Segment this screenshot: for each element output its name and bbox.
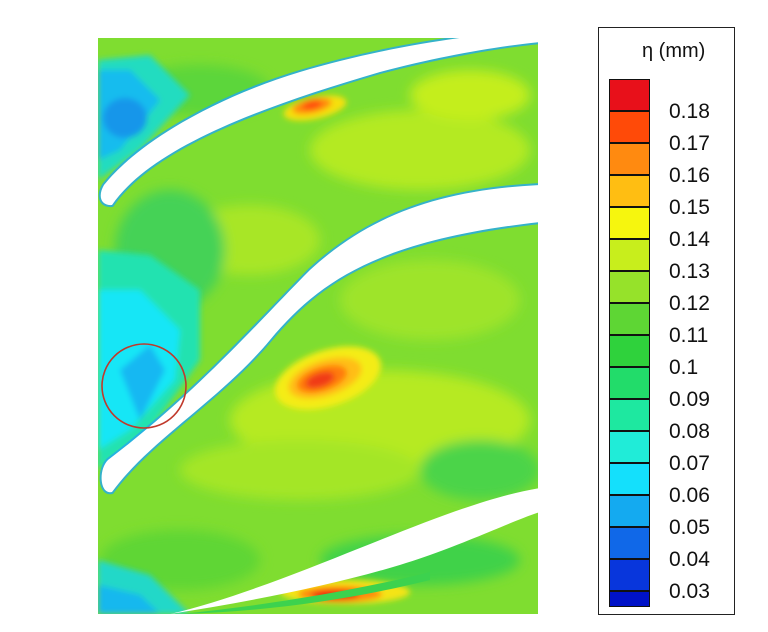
legend-title: η (mm): [642, 40, 706, 62]
legend-label: 0.14: [669, 228, 710, 251]
legend-swatch: [609, 335, 650, 367]
highlight-circle: [101, 343, 187, 429]
legend-swatch: [609, 527, 650, 559]
colorbar-legend: η (mm) 0.18 0.17 0.16 0.15 0.14 0.13 0.12 0.11 0…: [598, 27, 735, 615]
legend-swatch: [609, 175, 650, 207]
legend-label: 0.09: [669, 388, 710, 411]
legend-swatch: [609, 239, 650, 271]
legend-label: 0.06: [669, 484, 710, 507]
legend-swatch: [609, 591, 650, 607]
legend-swatch: [609, 79, 650, 111]
legend-label: 0.05: [669, 516, 710, 539]
blade-top: [100, 38, 538, 206]
legend-label: 0.16: [669, 164, 710, 187]
legend-swatch: [609, 463, 650, 495]
blade-middle: [101, 185, 538, 493]
legend-label: 0.11: [669, 324, 709, 347]
legend-swatch: [609, 271, 650, 303]
legend-swatch: [609, 367, 650, 399]
legend-swatch: [609, 303, 650, 335]
legend-label: 0.12: [669, 292, 710, 315]
legend-label: 0.18: [669, 100, 710, 123]
legend-swatch: [609, 431, 650, 463]
legend-label: 0.04: [669, 548, 710, 571]
legend-label: 0.17: [669, 132, 710, 155]
legend-swatch: [609, 143, 650, 175]
low-value-regions: [98, 55, 200, 614]
legend-swatch: [609, 207, 650, 239]
legend-swatch: [609, 399, 650, 431]
blades: [98, 38, 538, 614]
legend-label: 0.13: [669, 260, 710, 283]
legend-label: 0.15: [669, 196, 710, 219]
legend-swatch: [609, 495, 650, 527]
legend-label: 0.1: [669, 356, 699, 379]
legend-label: 0.07: [669, 452, 710, 475]
legend-swatch: [609, 111, 650, 143]
legend-label: 0.08: [669, 420, 710, 443]
legend-swatch: [609, 559, 650, 591]
legend-label: 0.03: [669, 580, 710, 603]
blade-bottom: [170, 488, 538, 614]
